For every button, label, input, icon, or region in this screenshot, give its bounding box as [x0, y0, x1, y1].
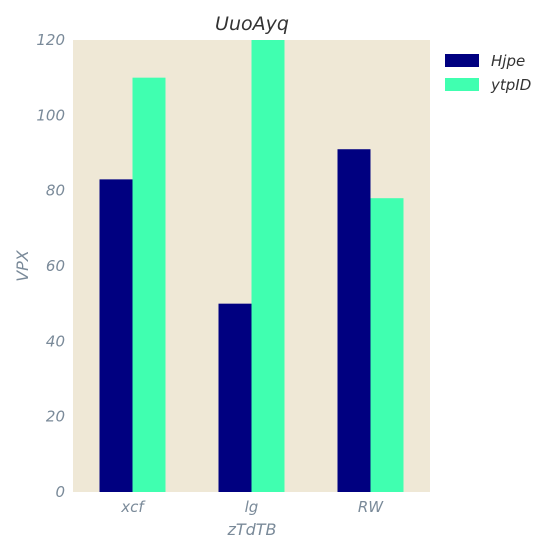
bars-group: [99, 40, 404, 493]
y-tick-label: 40: [46, 332, 65, 350]
bar-hjpe-xcf: [99, 179, 133, 492]
y-tick-label: 0: [55, 483, 65, 501]
y-axis-ticks: 0 20 40 60 80 100 120: [36, 31, 65, 501]
y-tick-label: 60: [46, 257, 65, 275]
bar-ytpid-lg: [251, 40, 285, 492]
bar-ytpid-xcf: [132, 77, 166, 493]
legend-swatch-ytpid: [445, 78, 479, 91]
chart-title: UuoAyq: [215, 13, 289, 35]
y-tick-label: 80: [46, 182, 65, 200]
y-axis-label: VPX: [13, 249, 32, 282]
bar-hjpe-lg: [218, 303, 252, 492]
y-tick-label: 100: [36, 106, 65, 124]
legend-swatch-hjpe: [445, 54, 479, 67]
bar-ytpid-rw: [370, 198, 404, 492]
x-axis-label: zTdTB: [226, 520, 276, 539]
legend-label-hjpe: Hjpe: [491, 52, 525, 70]
x-axis-ticks: xcf lg RW: [120, 498, 384, 516]
x-tick-label: lg: [245, 498, 259, 516]
y-tick-label: 20: [46, 408, 65, 426]
x-tick-label: RW: [358, 498, 384, 516]
y-tick-label: 120: [36, 31, 65, 49]
legend-label-ytpid: ytpID: [490, 76, 531, 94]
bar-hjpe-rw: [337, 149, 371, 492]
legend: Hjpe ytpID: [445, 52, 531, 94]
x-tick-label: xcf: [120, 498, 146, 516]
